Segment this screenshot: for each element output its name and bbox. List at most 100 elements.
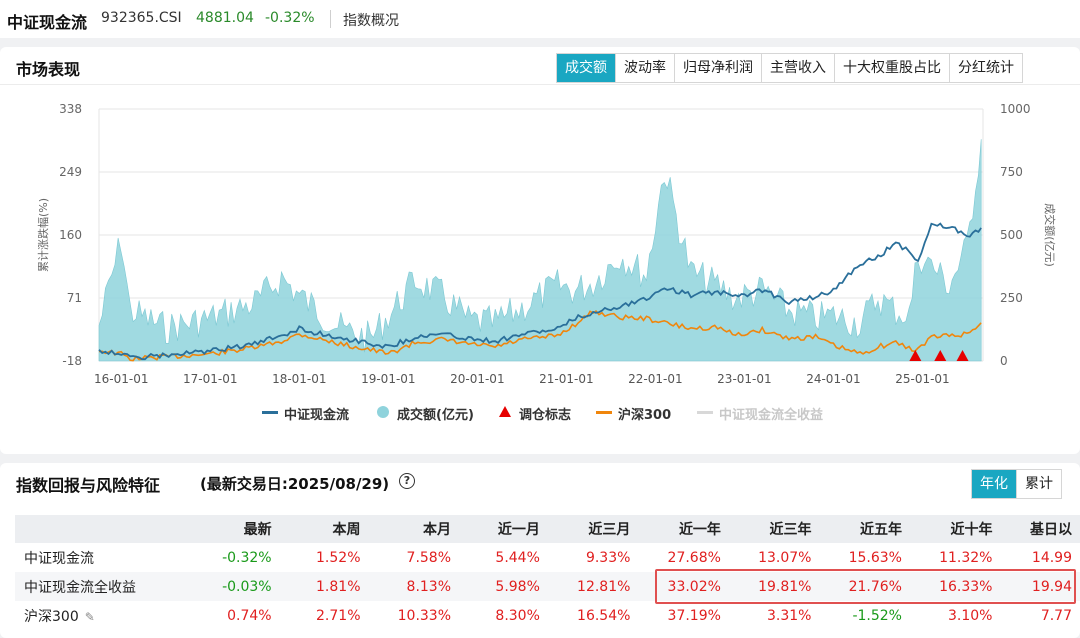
table-cell: 13.07% [758, 549, 812, 566]
x-tick-label: 17-01-01 [183, 372, 237, 386]
y-tick-label: 160 [59, 228, 82, 242]
help-icon[interactable]: ? [399, 473, 415, 489]
table-cell: 1.81% [279, 572, 369, 601]
y-tick-label: -18 [62, 354, 82, 368]
series-hs300-line[interactable] [98, 310, 982, 362]
table-cell: 3.31% [766, 607, 812, 624]
table-header-row: 最新 本周 本月 近一月 近三月 近一年 近三年 近五年 近十年 基日以 [15, 515, 1080, 543]
panel-divider [0, 84, 1080, 85]
column-header: 本月 [368, 515, 460, 543]
table-cell: -1.52% [852, 607, 902, 624]
pencil-icon[interactable]: ✎ [84, 609, 95, 624]
row-name-text: 中证现金流 [24, 550, 94, 567]
table-cell: 2.71% [316, 607, 361, 624]
market-tabs: 成交额 波动率 归母净利润 主营收入 十大权重股占比 分红统计 [556, 53, 1023, 83]
legend-label: 调仓标志 [519, 408, 572, 423]
legend-label: 中证现金流全收益 [719, 408, 824, 423]
x-tick-label: 22-01-01 [628, 372, 682, 386]
tab-net-profit[interactable]: 归母净利润 [674, 54, 761, 82]
market-performance-panel: 市场表现 成交额 波动率 归母净利润 主营收入 十大权重股占比 分红统计 338… [0, 47, 1080, 454]
legend-label: 中证现金流 [284, 408, 350, 423]
y2-tick-label: 0 [1000, 354, 1008, 368]
column-header: 近十年 [909, 515, 1001, 543]
index-code: 932365.CSI [101, 10, 182, 26]
x-tick-label: 23-01-01 [717, 372, 771, 386]
column-header: 近一年 [638, 515, 729, 543]
returns-title: 指数回报与风险特征 [16, 476, 161, 495]
table-cell: 7.58% [406, 549, 452, 566]
rebalance-marker[interactable] [909, 350, 922, 361]
x-tick-label: 25-01-01 [895, 372, 949, 386]
tab-annualized[interactable]: 年化 [972, 470, 1016, 498]
table-cell: 7.77 [1040, 607, 1072, 624]
header-divider [330, 10, 331, 28]
y-tick-label: 249 [59, 165, 82, 179]
y-tick-label: 338 [59, 102, 82, 116]
legend-line-swatch [596, 411, 612, 414]
row-name: 中证现金流 [15, 543, 192, 572]
table-cell: -0.03% [192, 572, 280, 601]
column-header: 近三月 [547, 515, 639, 543]
column-header: 近一月 [459, 515, 548, 543]
y2-tick-label: 250 [1000, 291, 1023, 305]
legend-label: 成交额(亿元) [397, 408, 474, 423]
y2-axis-label: 成交额(亿元) [1043, 203, 1057, 267]
column-header: 基日以 [1000, 515, 1080, 543]
table-cell: 16.54% [577, 607, 631, 624]
table-cell: 21.76% [819, 572, 910, 601]
table-row: 中证现金流 -0.32% 1.52% 7.58% 5.44% 9.33% 27.68% 13.… [15, 543, 1080, 572]
y2-tick-label: 1000 [1000, 102, 1031, 116]
row-name: 沪深300 ✎ [15, 601, 192, 630]
table-row: 中证现金流全收益 -0.03% 1.81% 8.13% 5.98% 12.81% 33.02… [15, 572, 1080, 601]
table-cell: 8.30% [495, 607, 540, 624]
table-cell: 10.33% [397, 607, 452, 624]
table-cell: 3.10% [948, 607, 993, 624]
table-cell: 37.19% [667, 607, 721, 624]
index-header: 中证现金流 932365.CSI 4881.04 -0.32% 指数概况 [0, 0, 1080, 38]
table-cell: -0.32% [222, 549, 272, 566]
x-tick-label: 16-01-01 [94, 372, 148, 386]
table-cell: 9.33% [585, 549, 631, 566]
tab-revenue[interactable]: 主营收入 [761, 54, 834, 82]
row-name-text: 中证现金流全收益 [24, 579, 136, 596]
returns-subtitle: (最新交易日:2025/08/29) [200, 475, 390, 493]
index-price: 4881.04 [196, 10, 254, 26]
table-cell: 27.68% [667, 549, 721, 566]
table-cell: 1.52% [316, 549, 361, 566]
index-change: -0.32% [265, 10, 315, 26]
index-overview-link[interactable]: 指数概况 [343, 13, 399, 29]
row-name: 中证现金流全收益 [15, 572, 193, 601]
column-header: 近五年 [819, 515, 910, 543]
market-chart[interactable]: 338 249 160 71 -18 1000 750 500 250 0 累计涨跌幅(%) 成交额(… [0, 85, 1080, 405]
x-tick-label: 18-01-01 [272, 372, 326, 386]
column-header: 最新 [192, 515, 280, 543]
highlight-box [655, 569, 1076, 604]
table-cell: 12.81% [547, 572, 639, 601]
market-performance-title: 市场表现 [16, 60, 81, 79]
rebalance-marker[interactable] [934, 350, 947, 361]
table-cell: 16.33% [909, 572, 1001, 601]
y2-tick-label: 750 [1000, 165, 1023, 179]
returns-panel: 指数回报与风险特征 (最新交易日:2025/08/29) ? 年化 累计 最新 … [0, 463, 1080, 638]
row-name-text: 沪深300 [24, 608, 79, 625]
y2-tick-label: 500 [1000, 228, 1023, 242]
index-name: 中证现金流 [7, 13, 88, 32]
table-cell: 5.98% [459, 572, 548, 601]
returns-table: 最新 本周 本月 近一月 近三月 近一年 近三年 近五年 近十年 基日以 中证现… [15, 515, 1080, 630]
tab-cumulative[interactable]: 累计 [1016, 470, 1061, 498]
tab-dividend[interactable]: 分红统计 [949, 54, 1022, 82]
series-volume-area[interactable] [98, 139, 982, 362]
legend-line-swatch [697, 411, 713, 414]
legend-label: 沪深300 [618, 408, 672, 423]
rebalance-marker[interactable] [956, 350, 969, 361]
returns-tabs: 年化 累计 [971, 469, 1062, 499]
table-cell: 14.99 [1031, 549, 1072, 566]
tab-top10-weight[interactable]: 十大权重股占比 [834, 54, 949, 82]
x-tick-label: 19-01-01 [361, 372, 415, 386]
x-tick-label: 21-01-01 [539, 372, 593, 386]
table-header-empty [15, 515, 193, 543]
series-index-line[interactable] [98, 222, 982, 361]
tab-volatility[interactable]: 波动率 [615, 54, 674, 82]
tab-turnover[interactable]: 成交额 [557, 54, 615, 82]
legend-dot-swatch [377, 406, 389, 418]
